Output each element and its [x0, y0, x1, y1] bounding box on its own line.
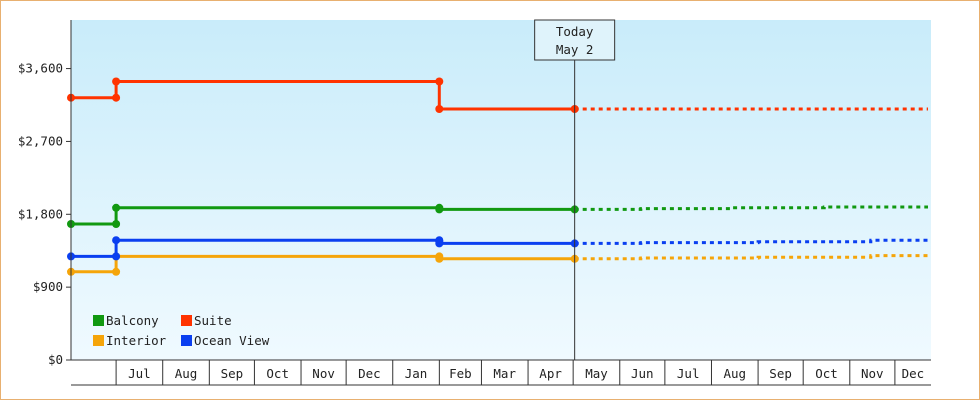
plot-area: [71, 20, 931, 360]
ocean-view-point: [112, 252, 121, 261]
balcony-point: [112, 220, 121, 228]
ocean-view-history-line: [71, 238, 575, 258]
x-tick-label: Jul: [128, 366, 151, 381]
x-tick-label: Nov: [312, 366, 335, 381]
series-layer: [67, 77, 928, 276]
balcony-legend-swatch: [93, 315, 104, 326]
x-tick-label: Sep: [769, 366, 792, 381]
ocean-view-legend-swatch: [181, 335, 192, 346]
x-tick-label: Dec: [358, 366, 381, 381]
today-label: Today: [556, 24, 594, 39]
interior-legend-swatch: [93, 335, 104, 346]
x-tick-label: Aug: [724, 366, 747, 381]
axes-layer: $0 $900 $1,800 $2,700 $3,600 Jul Aug Sep Oct Nov D…: [18, 20, 931, 386]
x-tick-label: Aug: [175, 366, 198, 381]
ocean-view-legend-label: Ocean View: [194, 333, 270, 348]
x-tick-label: Jul: [677, 366, 700, 381]
ocean-view-forecast-line: [574, 238, 928, 245]
suite-point: [435, 77, 444, 86]
y-tick-label: $900: [33, 279, 63, 294]
y-tick-label: $3,600: [18, 61, 63, 76]
interior-forecast-line: [574, 254, 928, 261]
ocean-view-point: [435, 239, 444, 248]
interior-legend-label: Interior: [106, 333, 167, 348]
suite-history-line: [71, 80, 575, 111]
balcony-point: [112, 203, 121, 212]
x-tick-label: May: [585, 366, 608, 381]
suite-point: [435, 105, 444, 113]
balcony-forecast-line: [574, 205, 928, 211]
balcony-point: [435, 205, 444, 214]
interior-point: [112, 267, 121, 276]
suite-point: [112, 77, 121, 86]
interior-point: [435, 254, 444, 263]
x-tick-label: Dec: [902, 366, 925, 381]
x-tick-label: Oct: [815, 366, 838, 381]
y-tick-label: $1,800: [18, 206, 63, 221]
suite-point: [112, 93, 121, 102]
today-callout: [534, 19, 616, 61]
today-date-label: May 2: [556, 42, 594, 57]
y-tick-label: $0: [48, 352, 63, 367]
suite-legend-label: Suite: [194, 313, 232, 328]
x-tick-label: Jun: [631, 366, 654, 381]
today-marker: Today May 2: [534, 19, 616, 360]
legend: Balcony Suite Interior Ocean View: [93, 313, 270, 348]
balcony-legend-label: Balcony: [106, 313, 159, 328]
suite-legend-swatch: [181, 315, 192, 326]
x-tick-label: Nov: [861, 366, 884, 381]
x-tick-label: Feb: [449, 366, 472, 381]
interior-history-line: [71, 254, 575, 274]
balcony-history-line: [71, 206, 575, 226]
x-tick-label: Jan: [405, 366, 428, 381]
y-tick-label: $2,700: [18, 133, 63, 148]
ocean-view-point: [112, 236, 121, 245]
x-tick-label: Apr: [539, 366, 562, 381]
x-tick-label: Oct: [266, 366, 289, 381]
x-tick-label: Sep: [221, 366, 244, 381]
x-tick-label: Mar: [493, 366, 516, 381]
